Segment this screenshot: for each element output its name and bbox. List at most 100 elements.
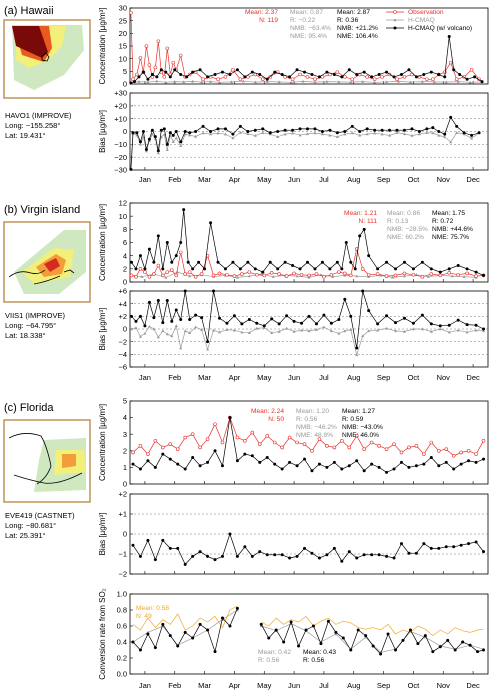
y-tick-label: +10 [114, 114, 127, 123]
bias-hcmaq-point [395, 131, 399, 134]
bias-hcmaq-point [143, 331, 147, 335]
hcmaq-volcano-point [265, 455, 269, 459]
observation-point [199, 272, 204, 276]
y-tick-label: 30 [119, 4, 127, 13]
bias-hcmaq-volcano-point [138, 140, 142, 144]
conv-hcmaq-volcano-point [326, 619, 330, 623]
observation-point [313, 77, 317, 82]
hcmaq-volcano-point [429, 455, 433, 459]
bias-hcmaq-volcano-point [431, 126, 435, 130]
hcmaq-volcano-point [443, 75, 447, 79]
observation-point [169, 268, 174, 272]
bias-hcmaq-point [292, 329, 296, 333]
bias-hcmaq-volcano-point [317, 556, 321, 560]
month-label: Dec [466, 175, 480, 184]
hcmaq-volcano-point [198, 464, 202, 468]
conv-hcmaq-volcano-point [146, 632, 150, 636]
observation-point [362, 447, 366, 451]
bias-hcmaq-volcano-point [131, 543, 135, 547]
conv-stats-observation: N: 49 [136, 613, 152, 620]
hcmaq-volcano-point [377, 73, 381, 76]
hcmaq-volcano-point [291, 264, 295, 268]
y-tick-label: 1.0 [117, 590, 127, 599]
conv-hcmaq-volcano-point [349, 648, 353, 652]
y-tick-label: −2 [118, 570, 127, 579]
bias-hcmaq-point [306, 132, 310, 136]
bias-hcmaq-volcano-point [411, 321, 415, 325]
bias-hcmaq-point [165, 332, 169, 336]
observation-point [165, 270, 170, 274]
hcmaq-volcano-point [465, 77, 469, 81]
bias-hcmaq-volcano-point [447, 323, 451, 327]
bias-hcmaq-point [322, 325, 326, 329]
bias-hcmaq-point [276, 135, 280, 138]
bias-hcmaq-point [385, 326, 389, 330]
hcmaq-point [241, 79, 245, 83]
hcmaq-volcano-point [377, 465, 381, 469]
stats-hcmaq-volcano: Mean: 1.27 [342, 408, 375, 415]
bias-hcmaq-volcano-point [223, 127, 227, 131]
y-tick-label: 8 [123, 225, 127, 234]
hcmaq-point [355, 274, 359, 278]
hcmaq-point [182, 80, 186, 84]
legend-observation: Observation [408, 9, 444, 16]
observation-point [243, 439, 247, 443]
bias-hcmaq-volcano-line [132, 532, 484, 566]
bias-hcmaq-volcano-point [385, 554, 389, 558]
observation-point [369, 440, 374, 445]
y-tick-label: −10 [114, 140, 127, 149]
stats-hcmaq: R: 0.56 [296, 416, 318, 423]
conv-hcmaq-volcano-point [401, 638, 405, 642]
bias-hcmaq-volcano-point [179, 140, 183, 144]
hcmaq-point [137, 80, 141, 83]
hcmaq-point [391, 275, 395, 279]
stats-hcmaq-volcano: NME: 46.0% [342, 432, 379, 439]
y-tick-label: 20 [119, 29, 127, 38]
site-latitude: Lat: 25.391° [5, 531, 46, 540]
hcmaq-volcano-point [407, 465, 411, 469]
observation-point [138, 267, 143, 271]
hcmaq-volcano-point [147, 247, 151, 251]
hcmaq-point [164, 80, 168, 84]
bias-hcmaq-volcano-point [231, 132, 235, 136]
bias-hcmaq-volcano-point [361, 289, 365, 293]
site-name: VIIS1 (IMPROVE) [5, 311, 66, 320]
hcmaq-volcano-point [438, 270, 442, 274]
bias-hcmaq-volcano-point [437, 130, 441, 133]
observation-point [377, 444, 381, 448]
hcmaq-volcano-point [467, 459, 471, 463]
observation-point [474, 452, 478, 456]
hcmaq-volcano-point [243, 75, 247, 79]
stats-hcmaq-volcano: R: 0.59 [342, 416, 364, 423]
bias-hcmaq-point [150, 132, 154, 136]
hcmaq-point [301, 79, 305, 83]
month-label: Mar [198, 175, 211, 184]
hcmaq-volcano-point [182, 208, 186, 212]
observation-point [175, 447, 180, 451]
hcmaq-volcano-point [295, 68, 299, 72]
month-label: May [257, 373, 271, 382]
bias-hcmaq-point [152, 327, 156, 331]
y-tick-label: 0.6 [117, 622, 127, 631]
stats-hcmaq: Mean: 0.87 [290, 9, 323, 16]
bias-hcmaq-point [255, 326, 259, 330]
hcmaq-volcano-point [399, 73, 403, 76]
bias-hcmaq-volcano-point [452, 545, 456, 549]
bias-hcmaq-point [350, 131, 354, 135]
y-tick-label: 0.8 [117, 606, 127, 615]
observation-point [238, 77, 243, 82]
bias-hcmaq-volcano-point [395, 128, 399, 132]
bias-hcmaq-volcano-point [209, 130, 213, 133]
hcmaq-point [155, 79, 159, 83]
conversion-plot-c [129, 593, 489, 675]
bias-hcmaq-point [270, 331, 274, 334]
bias-hcmaq-volcano-point [273, 553, 277, 557]
hcmaq-point [468, 80, 472, 84]
hcmaq-point [456, 80, 460, 83]
month-label: Jul [319, 175, 329, 184]
hcmaq-volcano-point [465, 267, 469, 271]
conv-hcmaq-volcano-point [364, 634, 368, 638]
observation-point [211, 273, 216, 278]
map-inset [3, 19, 91, 99]
observation-point [131, 77, 135, 82]
